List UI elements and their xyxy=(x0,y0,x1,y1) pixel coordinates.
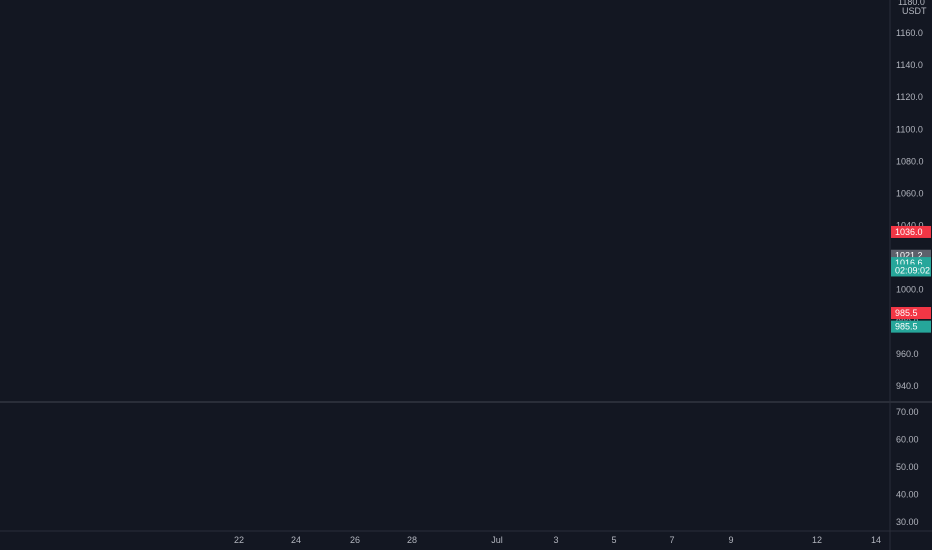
time-tick-label: 14 xyxy=(871,535,881,545)
time-tick-label: 28 xyxy=(407,535,417,545)
price-tick-label: 1060.0 xyxy=(896,188,924,198)
price-badge-label: 985.5 xyxy=(895,322,918,332)
price-badge xyxy=(891,264,931,277)
price-tick-label: 1040.0 xyxy=(896,221,924,231)
rsi-tick-label: 30.00 xyxy=(896,517,919,527)
price-badge-label: 02:09:02 xyxy=(895,265,930,275)
price-tick-label: 1000.0 xyxy=(896,285,924,295)
price-badge xyxy=(891,306,931,319)
price-badge xyxy=(891,320,931,333)
rsi-tick-label: 60.00 xyxy=(896,435,919,445)
time-tick-label: 26 xyxy=(350,535,360,545)
time-tick-label: 5 xyxy=(611,535,616,545)
price-tick-label: 960.0 xyxy=(896,349,919,359)
rsi-tick-label: 70.00 xyxy=(896,407,919,417)
price-tick-label: 1120.0 xyxy=(896,92,923,102)
price-tick-label: 940.0 xyxy=(896,381,919,391)
price-badge-label: 1036.0 xyxy=(895,227,923,237)
time-tick-label: 24 xyxy=(291,535,301,545)
rsi-tick-label: 50.00 xyxy=(896,462,919,472)
price-badge-label: 1021.2 xyxy=(895,251,923,261)
price-badge-label: 985.5 xyxy=(895,308,918,318)
time-tick-label: 9 xyxy=(728,535,733,545)
price-tick-label: 1100.0 xyxy=(896,124,923,134)
time-tick-label: 12 xyxy=(812,535,822,545)
time-tick-label: Jul xyxy=(491,535,503,545)
price-tick-label: 1080.0 xyxy=(896,156,924,166)
price-badge xyxy=(891,225,931,238)
currency-label: USDT xyxy=(902,6,927,16)
time-tick-label: 3 xyxy=(553,535,558,545)
price-tick-label: 1160.0 xyxy=(896,28,923,38)
price-tick-label: 1140.0 xyxy=(896,60,923,70)
time-tick-label: 22 xyxy=(234,535,244,545)
time-tick-label: 7 xyxy=(669,535,674,545)
price-tick-label: 1180.0 xyxy=(898,0,925,7)
rsi-tick-label: 40.00 xyxy=(896,489,919,499)
price-badge-label: 1016.6 xyxy=(895,258,923,268)
